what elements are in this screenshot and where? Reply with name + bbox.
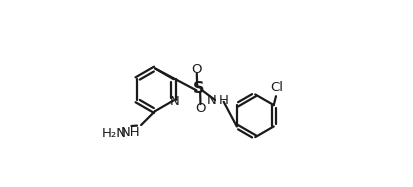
Text: N: N xyxy=(206,94,216,107)
Text: H₂N: H₂N xyxy=(101,128,126,140)
Text: Cl: Cl xyxy=(269,81,282,94)
Text: S: S xyxy=(192,81,204,96)
Text: O: O xyxy=(191,63,202,76)
Text: O: O xyxy=(195,102,205,115)
Text: H: H xyxy=(218,94,228,107)
Text: N: N xyxy=(170,95,179,108)
Text: NH: NH xyxy=(120,126,140,139)
